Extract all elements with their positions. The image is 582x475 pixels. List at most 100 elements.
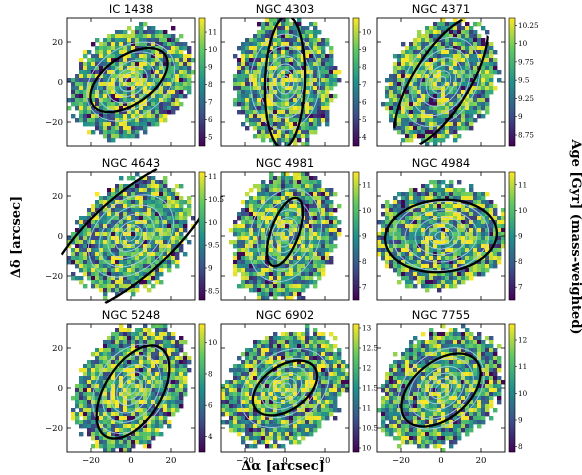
colorbar-tick-label: 6	[362, 98, 367, 107]
contour-line	[116, 371, 147, 406]
colorbar-label: Age [Gyr] (mass-weighted)	[568, 138, 582, 334]
x-tick-label: 20	[476, 456, 487, 466]
x-tick-label: −20	[236, 456, 254, 466]
colorbar-tick-label: 9.5	[518, 76, 530, 85]
colorbar-tick-label: 10	[208, 338, 218, 347]
colorbar-tick-label: 9	[208, 264, 213, 273]
fitted-ellipse	[89, 46, 169, 114]
colorbar-tick-label: 8.75	[518, 131, 534, 140]
panel-0: −20 0 20 IC 1438 5 6 7 8 9 10 11	[45, 2, 218, 147]
colorbar-tick-label: 5	[208, 133, 213, 142]
colorbar	[352, 323, 360, 453]
colorbar-tick-label: 8	[208, 80, 213, 89]
panel-title: NGC 4984	[412, 156, 470, 170]
colorbar-tick-label: 7	[518, 283, 523, 292]
colorbar-tick-label: 10	[362, 444, 372, 453]
colorbar-tick-label: 8	[208, 369, 213, 378]
colorbar-tick-label: 10	[208, 218, 218, 227]
contour-line	[107, 213, 155, 259]
isophote-contours	[249, 33, 321, 131]
colorbar-tick-label: 9	[208, 63, 213, 72]
contour-line	[425, 64, 457, 100]
contour-line	[124, 76, 137, 87]
contour-line	[119, 71, 143, 92]
fitted-ellipse	[95, 344, 171, 440]
contour-line	[258, 45, 312, 119]
colorbar-tick-label: 11.5	[362, 384, 378, 393]
panel-title: NGC 5248	[102, 308, 160, 322]
panel-title: NGC 4981	[256, 156, 314, 170]
isophote-contours	[392, 200, 490, 272]
colorbar-tick-label: 12.5	[362, 344, 378, 353]
panel-2: NGC 4371 8.75 9 9.25 9.5 9.75 10 10.25	[376, 2, 539, 150]
colorbar	[198, 171, 206, 301]
panel-title: NGC 4303	[256, 2, 314, 16]
panel-6: −20 0 20 −20 0 20 NGC 5248 4 6 8 10	[45, 308, 218, 466]
age-map	[221, 324, 349, 449]
x-tick-label: −20	[392, 456, 410, 466]
contour-line	[248, 188, 322, 283]
contour-line	[280, 75, 290, 89]
contour-line	[275, 223, 295, 248]
contour-line	[279, 382, 291, 394]
age-map	[67, 22, 195, 143]
y-tick-label: 0	[58, 232, 63, 242]
colorbar	[508, 17, 516, 147]
colorbar-tick-label: 13	[362, 324, 372, 333]
colorbar-tick-label: 9	[518, 232, 523, 241]
colorbar-tick-label: 4	[208, 432, 213, 441]
colorbar	[508, 323, 516, 453]
colorbar-tick-label: 10.5	[208, 195, 224, 204]
panel-title: IC 1438	[109, 2, 153, 16]
contour-line	[106, 59, 155, 104]
y-tick-label: −20	[45, 424, 63, 434]
contour-line	[271, 63, 299, 101]
y-tick-label: −20	[45, 272, 63, 282]
colorbar-tick-label: 8	[518, 257, 523, 266]
x-axis-label: Δα [arcsec]	[241, 459, 325, 474]
contour-line	[429, 377, 453, 400]
colorbar-tick-label: 11	[362, 404, 371, 413]
contour-line	[428, 226, 454, 246]
contour-line	[275, 69, 295, 95]
contour-line	[88, 194, 174, 278]
panel-title: NGC 7755	[412, 308, 470, 322]
age-map	[67, 172, 195, 300]
isophote-contours	[88, 194, 174, 278]
contour-line	[411, 48, 471, 116]
colorbar-tick-label: 12	[518, 336, 527, 345]
panel-title: NGC 6902	[256, 308, 314, 322]
colorbar-tick-label: 10	[518, 39, 528, 48]
contour-line	[113, 66, 148, 97]
contour-line	[98, 204, 164, 268]
colorbar	[508, 171, 516, 301]
x-tick-label: 0	[438, 456, 443, 466]
colorbar-tick-label: 10	[362, 206, 372, 215]
contour-line	[257, 199, 313, 271]
colorbar-tick-label: 11	[208, 28, 217, 37]
panel-7: −20 0 20 NGC 6902 10 10.5 11 11.5 12 12.5 13	[220, 308, 378, 466]
y-axis-label: Δδ [arcsec]	[9, 196, 24, 278]
colorbar	[352, 171, 360, 301]
contour-line	[434, 231, 448, 241]
fitted-ellipse	[383, 198, 499, 274]
contour-line	[86, 41, 176, 122]
y-tick-label: 0	[58, 384, 63, 394]
age-map	[377, 324, 505, 452]
age-map	[233, 18, 342, 146]
colorbar-tick-label: 9.75	[518, 57, 534, 66]
contour-line	[114, 220, 148, 252]
x-tick-label: −20	[82, 456, 100, 466]
fitted-ellipse	[400, 352, 482, 428]
contour-line	[249, 33, 321, 131]
colorbar-tick-label: 7	[362, 283, 367, 292]
colorbar-tick-label: 10	[208, 45, 218, 54]
colorbar-tick-label: 10.5	[362, 424, 378, 433]
colorbar-tick-label: 9	[362, 232, 367, 241]
contour-line	[265, 55, 305, 109]
age-map	[377, 180, 505, 293]
contour-line	[430, 70, 452, 94]
contour-line	[280, 228, 290, 242]
